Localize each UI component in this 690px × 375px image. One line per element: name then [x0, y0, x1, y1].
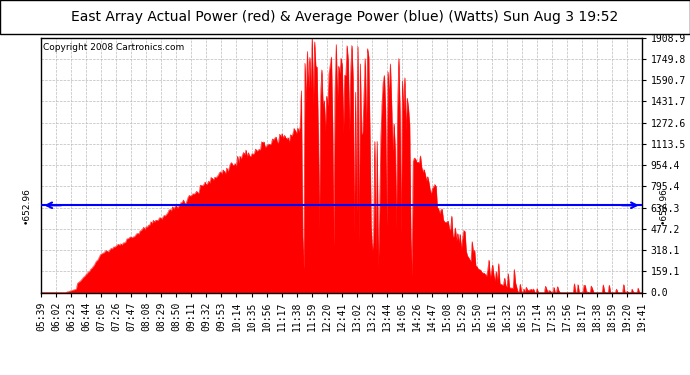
Text: East Array Actual Power (red) & Average Power (blue) (Watts) Sun Aug 3 19:52: East Array Actual Power (red) & Average …: [71, 10, 619, 24]
Text: •652.96: •652.96: [659, 187, 668, 224]
Text: •652.96: •652.96: [22, 187, 31, 224]
Text: Copyright 2008 Cartronics.com: Copyright 2008 Cartronics.com: [43, 43, 184, 52]
